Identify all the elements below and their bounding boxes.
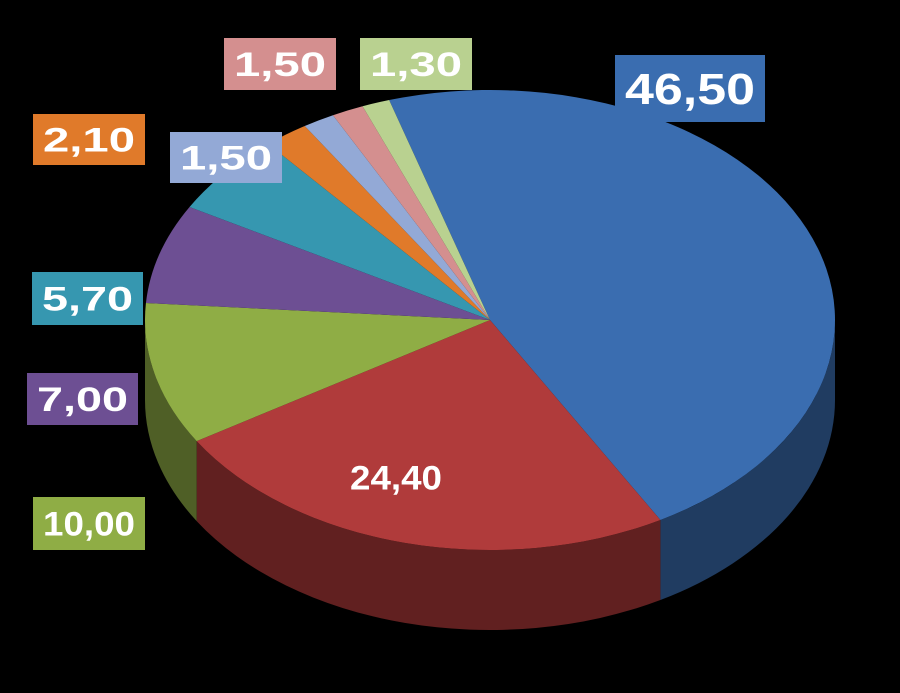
label-box	[615, 55, 765, 122]
pie-slice	[268, 125, 490, 321]
value-label: 46,50	[625, 65, 755, 114]
label-box	[32, 272, 143, 325]
pie-sides	[145, 320, 835, 631]
value-label: 1,50	[180, 140, 272, 178]
pie-side	[196, 441, 661, 631]
label-box	[33, 497, 145, 550]
value-label: 10,00	[43, 506, 135, 544]
label-box	[33, 114, 145, 165]
label-box	[340, 450, 452, 505]
pie-slice	[196, 320, 661, 550]
value-labels: 46,50 24,40 10,00 7,00 5,70 2,10 1,50 1,50 1,30	[27, 38, 765, 550]
pie-slice	[332, 106, 490, 320]
label-box	[224, 38, 336, 90]
value-label: 1,30	[370, 46, 462, 84]
pie-slice	[389, 90, 835, 520]
value-label: 7,00	[37, 381, 128, 419]
pie-slice	[362, 100, 490, 321]
pie-side	[660, 320, 835, 600]
value-label: 1,50	[234, 46, 326, 84]
pie-slice	[304, 115, 490, 320]
value-label: 24,40	[350, 460, 442, 498]
pie-slice	[145, 302, 490, 442]
value-label: 2,10	[43, 122, 135, 160]
pie-tops	[145, 90, 835, 550]
value-label: 5,70	[42, 281, 133, 319]
pie-slice	[145, 206, 491, 320]
label-box	[360, 38, 472, 90]
pie-slice	[189, 143, 490, 320]
label-box	[27, 373, 138, 425]
label-box	[170, 132, 282, 183]
pie-side	[145, 320, 197, 522]
